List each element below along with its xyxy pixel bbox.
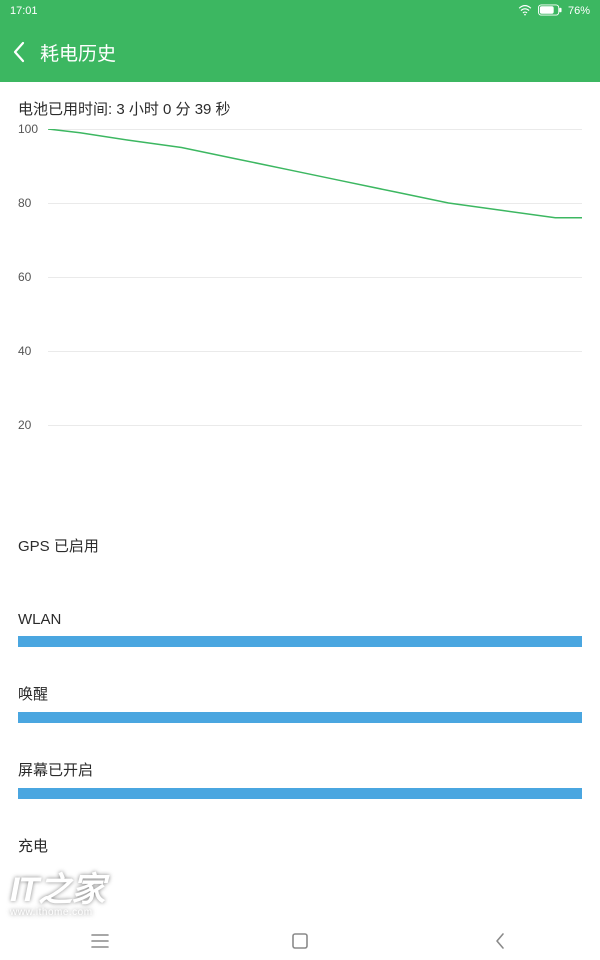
battery-line [48,129,582,499]
y-tick-label: 20 [18,418,31,432]
usage-sections: GPS 已启用 WLAN 唤醒屏幕已开启充电 [18,535,582,875]
section-label: GPS 已启用 [18,535,582,556]
y-tick-label: 60 [18,270,31,284]
y-tick-label: 80 [18,196,31,210]
battery-chart: 10080604020 [18,129,582,499]
nav-recents-button[interactable] [60,922,140,960]
usage-section[interactable]: GPS 已启用 [18,535,582,575]
usage-section[interactable]: 充电 [18,835,582,875]
section-label: 屏幕已开启 [18,759,582,780]
y-tick-label: 100 [18,122,38,136]
usage-section[interactable]: 唤醒 [18,683,582,723]
content: 电池已用时间: 3 小时 0 分 39 秒 100 80 60 40 20 GPS 已启… [0,82,600,875]
status-right: 76% [518,4,590,19]
wifi-icon [518,4,532,19]
watermark-url: www.ithome.com [10,907,104,918]
nav-home-button[interactable] [260,922,340,960]
section-bar-fill [18,788,582,799]
section-label: 充电 [18,835,582,856]
usage-section[interactable]: 屏幕已开启 [18,759,582,799]
back-button[interactable] [12,41,26,63]
watermark: IT之家 www.ithome.com [10,873,104,918]
system-nav-bar [0,922,600,960]
status-bar: 17:01 76% [0,0,600,22]
battery-icon [538,4,562,19]
section-bar [18,564,582,575]
usage-section[interactable]: WLAN [18,611,582,647]
section-bar [18,788,582,799]
status-time: 17:01 [10,5,38,17]
page-title: 耗电历史 [40,39,116,66]
section-bar [18,636,582,647]
y-tick-label: 40 [18,344,31,358]
section-bar-fill [18,636,582,647]
section-label: WLAN [18,611,582,628]
section-label: 唤醒 [18,683,582,704]
app-header: 耗电历史 [0,22,600,82]
section-bar-fill [18,712,582,723]
section-bar [18,712,582,723]
battery-usage-label: 电池已用时间: 3 小时 0 分 39 秒 [18,98,582,119]
watermark-logo: IT之家 [10,873,104,907]
nav-back-button[interactable] [460,922,540,960]
battery-pct: 76% [568,5,590,17]
